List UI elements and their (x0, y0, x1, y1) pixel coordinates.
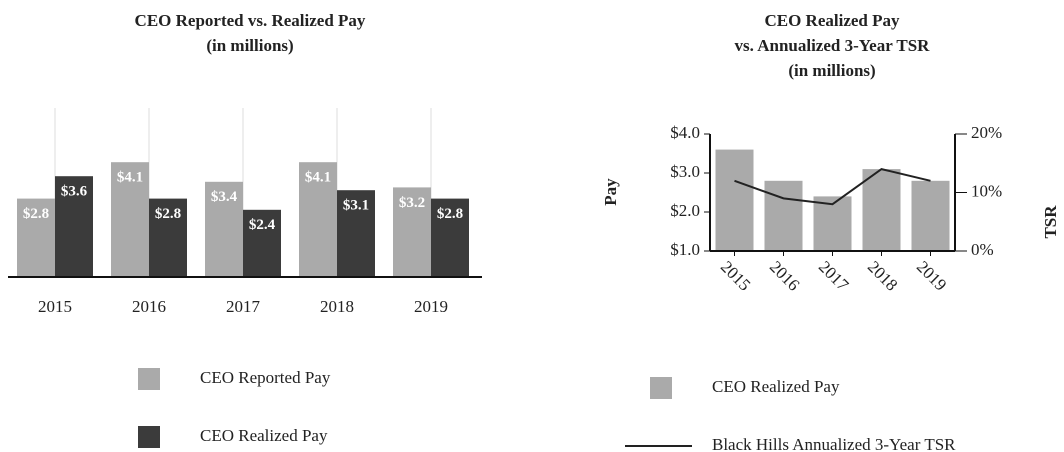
legend-label: Black Hills Annualized 3-Year TSR (712, 435, 956, 452)
legend-swatch (650, 377, 672, 399)
data-label: $3.6 (61, 184, 88, 200)
y-tick-label: $4.0 (670, 123, 700, 142)
y-axis-label: Pay (601, 178, 620, 206)
y2-tick-label: 0% (971, 240, 994, 259)
x-tick-label: 2017 (815, 257, 853, 295)
x-tick-label: 2016 (766, 257, 803, 294)
x-tick-label: 2018 (864, 257, 901, 294)
y-tick-label: $3.0 (670, 162, 700, 181)
data-label: $3.4 (211, 189, 238, 205)
data-label: $2.8 (155, 206, 181, 222)
x-tick-label: 2019 (414, 297, 448, 316)
y-tick-label: $1.0 (670, 240, 700, 259)
x-tick-label: 2015 (38, 297, 72, 316)
bar (55, 176, 93, 277)
chart-subtitle: (in millions) (206, 36, 293, 55)
data-label: $3.1 (343, 198, 369, 214)
data-label: $2.8 (23, 206, 49, 222)
legend-swatch (138, 368, 160, 390)
chart-subtitle: vs. Annualized 3-Year TSR (735, 36, 931, 55)
data-label: $2.4 (249, 217, 276, 233)
bar (715, 149, 754, 251)
y-tick-label: $2.0 (670, 201, 700, 220)
bar (205, 181, 243, 277)
bar (243, 209, 281, 277)
x-tick-label: 2016 (132, 297, 166, 316)
chart-title: CEO Realized Pay (764, 11, 900, 30)
legend-label: CEO Realized Pay (712, 377, 840, 396)
data-label: $2.8 (437, 206, 463, 222)
x-tick-label: 2018 (320, 297, 354, 316)
chart-title: CEO Reported vs. Realized Pay (135, 11, 366, 30)
bar (17, 198, 55, 277)
y2-tick-label: 20% (971, 123, 1002, 142)
bar (299, 162, 337, 277)
bar (911, 180, 950, 251)
legend-label: CEO Reported Pay (200, 368, 331, 387)
data-label: $4.1 (305, 170, 331, 186)
bar (764, 180, 803, 251)
x-tick-label: 2015 (717, 257, 754, 294)
bar (337, 190, 375, 277)
line (734, 168, 931, 206)
chart-subtitle: (in millions) (788, 61, 875, 80)
data-label: $4.1 (117, 170, 143, 186)
bar (111, 162, 149, 277)
bar (393, 187, 431, 277)
x-tick-label: 2019 (913, 257, 950, 294)
legend-swatch (138, 426, 160, 448)
bar (862, 169, 901, 251)
y2-axis-label: TSR (1041, 205, 1060, 239)
data-label: $3.2 (399, 195, 425, 211)
bar (431, 198, 469, 277)
y2-tick-label: 10% (971, 181, 1002, 200)
bar (813, 196, 852, 251)
legend-label: CEO Realized Pay (200, 426, 328, 445)
bar (149, 198, 187, 277)
x-tick-label: 2017 (226, 297, 261, 316)
